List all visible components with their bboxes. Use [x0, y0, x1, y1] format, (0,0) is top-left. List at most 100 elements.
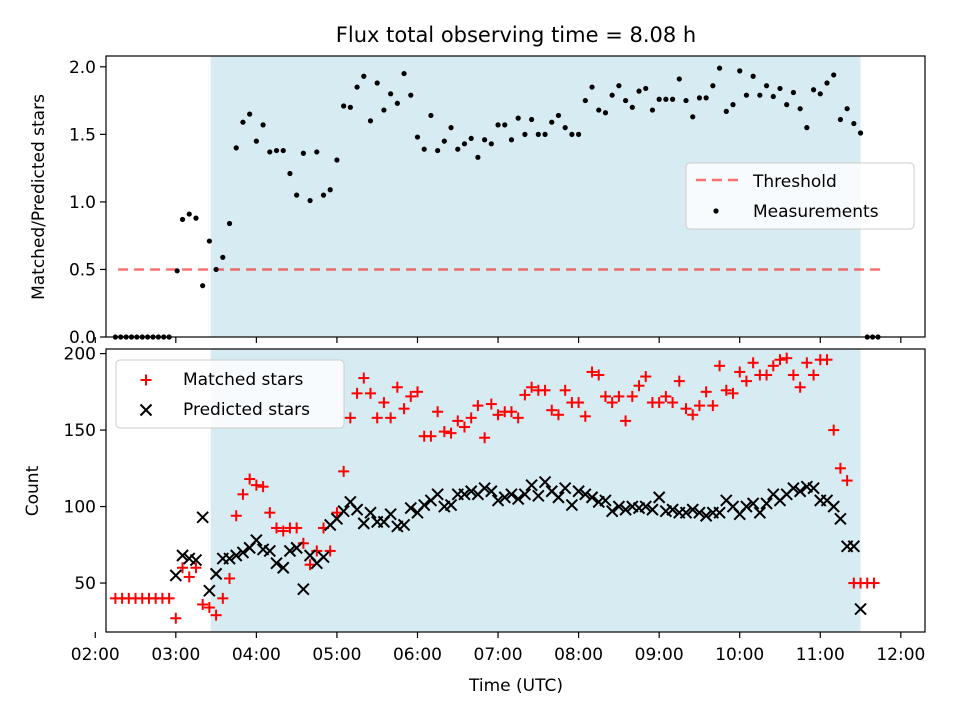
measurement-point [770, 93, 776, 100]
measurement-point [763, 83, 770, 89]
count-legend: Matched stars Predicted stars [115, 359, 345, 429]
measurement-point [649, 107, 656, 113]
predicted-star-point [464, 485, 478, 498]
measurement-point [354, 84, 360, 90]
matched-star-point [660, 390, 672, 402]
measurement-point [569, 131, 575, 137]
predicted-star-point [511, 492, 525, 506]
predicted-star-point [605, 504, 619, 518]
measurement-point [522, 131, 528, 137]
ratio-panel: 0.00.51.01.52.0 Matched/Predicted stars … [29, 55, 926, 348]
measurement-point [267, 149, 273, 155]
predicted-star-point [746, 497, 760, 510]
matched-star-point [720, 384, 732, 396]
count-plot-frame [105, 348, 926, 633]
matched-star-point [707, 400, 719, 412]
measurement-point [253, 138, 259, 144]
predicted-star-point [679, 506, 693, 519]
matched-star-point [841, 475, 853, 487]
predicted-star-point [847, 540, 861, 553]
measurement-point [636, 88, 642, 94]
matched-star-point [391, 381, 403, 393]
matched-star-point [405, 390, 417, 402]
measurement-point [515, 115, 521, 121]
predicted-star-point [458, 488, 471, 501]
matched-star-point [385, 412, 397, 424]
matched-star-point [801, 357, 813, 369]
predicted-star-point [196, 511, 209, 524]
matched-star-point [297, 537, 309, 549]
time-x-axis-label: Time (UTC) [468, 676, 563, 696]
matched-star-point [606, 397, 618, 409]
matched-star-point [727, 387, 739, 399]
measurement-point [213, 266, 219, 273]
measurement-point [361, 73, 367, 79]
predicted-star-point [223, 552, 236, 565]
matched-star-point [834, 462, 846, 474]
measurement-point [690, 114, 696, 120]
legend-matched-swatch [140, 374, 152, 386]
count-y-tick-label: 200 [64, 345, 96, 365]
predicted-star-point [270, 556, 283, 570]
count-panel: 50 100 150 200 02:00 03:00 04:00 05:00 06:00 07:… [23, 345, 926, 696]
matched-star-point [593, 369, 605, 381]
measurement-point [179, 216, 186, 223]
matched-star-point [667, 397, 679, 409]
measurement-point [643, 85, 649, 92]
measurement-point [716, 65, 723, 71]
predicted-star-point [350, 503, 364, 516]
measurement-point [542, 131, 548, 137]
predicted-star-point [572, 485, 585, 498]
predicted-star-point [357, 517, 370, 530]
measurement-point [743, 92, 750, 98]
predicted-star-point [599, 494, 612, 507]
legend-measurements-swatch [713, 208, 719, 214]
measurement-point [710, 83, 716, 89]
measurement-point [576, 131, 582, 137]
matched-star-point [640, 371, 652, 383]
matched-star-point [693, 400, 705, 412]
predicted-star-point [760, 497, 773, 510]
ratio-y-tick-label: 1.5 [69, 125, 96, 145]
measurement-point [562, 125, 568, 131]
legend-predicted-label: Predicted stars [183, 400, 310, 420]
ratio-y-tick-label: 0.5 [69, 260, 96, 280]
matched-star-point [438, 426, 450, 438]
matched-star-point [358, 372, 370, 384]
matched-star-point [304, 559, 316, 571]
measurement-point [703, 95, 709, 101]
predicted-star-point [686, 503, 699, 516]
matched-star-point [774, 354, 786, 366]
matched-star-point [271, 522, 283, 534]
predicted-star-point [834, 512, 847, 526]
matched-star-point [586, 366, 598, 378]
measurement-point [367, 118, 374, 124]
predicted-star-point [854, 602, 867, 616]
time-x-tick-label: 12:00 [876, 645, 925, 665]
predicted-star-point [384, 508, 397, 521]
matched-star-point [311, 545, 323, 557]
measurement-point [804, 125, 810, 131]
matched-star-point [244, 473, 256, 485]
matched-star-point [613, 390, 625, 402]
measurement-point [247, 111, 253, 117]
ratio-x-axis [94, 337, 902, 343]
measurement-point [475, 154, 481, 160]
matched-star-point [371, 412, 383, 424]
measurement-point [374, 80, 380, 86]
matched-star-point [787, 369, 799, 381]
predicted-star-point [404, 501, 417, 515]
measurement-point [495, 122, 501, 128]
measurement-point [529, 116, 535, 123]
measurement-point [629, 104, 635, 110]
predicted-star-point [693, 506, 706, 519]
matched-star-point [324, 545, 336, 557]
measurement-point [441, 138, 447, 144]
legend-predicted-swatch [139, 403, 153, 417]
ratio-y-tick-label: 1.0 [69, 193, 96, 213]
matched-star-point [700, 386, 712, 398]
measurement-point [589, 84, 595, 90]
predicted-star-point [250, 534, 263, 547]
predicted-star-point [532, 489, 545, 503]
ratio-y-tick-label: 0.0 [69, 328, 96, 348]
